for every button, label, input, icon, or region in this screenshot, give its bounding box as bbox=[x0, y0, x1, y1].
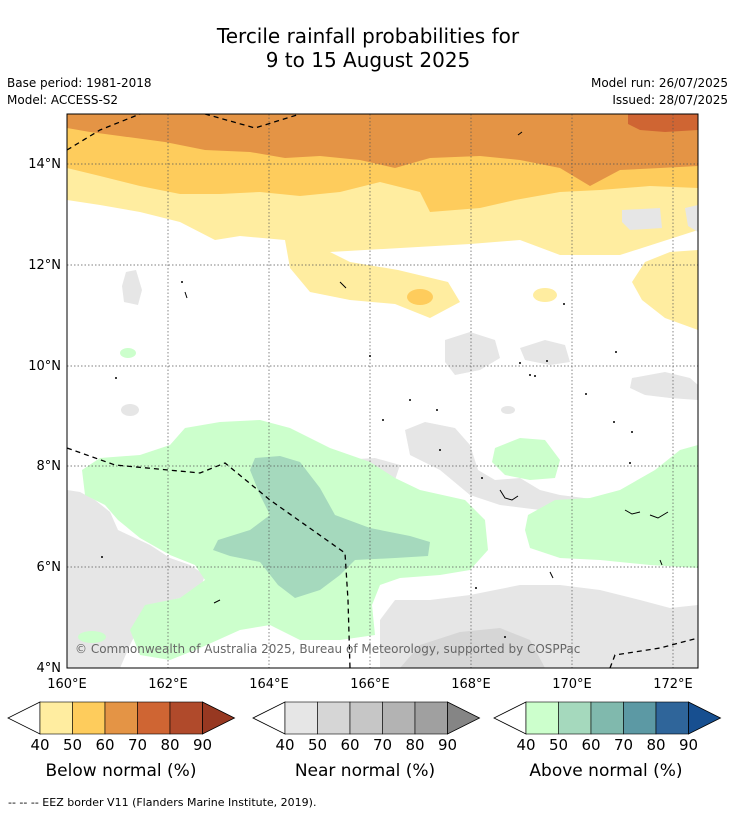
y-tick-label: 14°N bbox=[28, 157, 61, 172]
colorbar-tick-label: 50 bbox=[308, 736, 327, 754]
colorbar-label-below: Below normal (%) bbox=[45, 761, 197, 781]
near-normal-west-region bbox=[67, 490, 205, 668]
colorbar-tick-label: 70 bbox=[614, 736, 633, 754]
gridlines bbox=[67, 114, 698, 668]
base-period: Base period: 1981-2018 bbox=[7, 76, 152, 90]
colorbar-tick-label: 90 bbox=[438, 736, 457, 754]
above-normal-small-patch bbox=[120, 348, 136, 358]
map-plot-area bbox=[67, 114, 698, 668]
x-tick-label: 170°E bbox=[552, 677, 592, 692]
title-line-2: 9 to 15 August 2025 bbox=[265, 48, 471, 72]
colorbar-swatch bbox=[169, 701, 203, 735]
colorbar-swatch bbox=[39, 701, 73, 735]
colorbar-tick-label: 50 bbox=[63, 736, 82, 754]
y-tick-label: 8°N bbox=[37, 459, 62, 474]
colorbar-tick-label: 80 bbox=[160, 736, 179, 754]
near-normal-north-region bbox=[445, 332, 500, 375]
colorbar-tick-label: 60 bbox=[95, 736, 114, 754]
x-tick-label: 168°E bbox=[451, 677, 491, 692]
x-tick-label: 164°E bbox=[249, 677, 289, 692]
colorbar-swatch bbox=[525, 701, 559, 735]
copyright-text: © Commonwealth of Australia 2025, Bureau… bbox=[75, 642, 580, 656]
colorbar-label-above: Above normal (%) bbox=[529, 761, 683, 781]
colorbar-tick-label: 60 bbox=[340, 736, 359, 754]
colorbar-swatch bbox=[284, 701, 318, 735]
above-normal-50-region bbox=[213, 456, 430, 598]
y-tick-label: 4°N bbox=[37, 661, 62, 676]
near-normal-tiny-patch bbox=[501, 406, 515, 414]
model-name: Model: ACCESS-S2 bbox=[7, 93, 119, 107]
near-normal-ne-region bbox=[622, 208, 662, 230]
x-tick-label: 172°E bbox=[653, 677, 693, 692]
x-tick-label: 162°E bbox=[148, 677, 188, 692]
island-dots bbox=[101, 281, 633, 638]
colorbar-min-arrow bbox=[493, 701, 527, 735]
y-tick-label: 6°N bbox=[37, 560, 62, 575]
colorbar-tick-label: 40 bbox=[30, 736, 49, 754]
colorbar-max-arrow bbox=[202, 701, 236, 735]
below-normal-50-patch bbox=[407, 289, 433, 305]
colorbar-swatch bbox=[137, 701, 171, 735]
y-tick-label: 12°N bbox=[28, 258, 61, 273]
below-normal-60-region bbox=[67, 114, 698, 186]
colorbar-swatch bbox=[104, 701, 138, 735]
colorbar-tick-label: 40 bbox=[275, 736, 294, 754]
model-run: Model run: 26/07/2025 bbox=[590, 76, 728, 90]
colorbar-tick-label: 60 bbox=[581, 736, 600, 754]
colorbar-tick-label: 70 bbox=[128, 736, 147, 754]
near-normal-north-region-2 bbox=[520, 340, 570, 365]
colorbar-tick-label: 80 bbox=[405, 736, 424, 754]
colorbar-swatch bbox=[623, 701, 657, 735]
below-normal-70-region bbox=[628, 114, 698, 132]
colorbar-max-arrow bbox=[447, 701, 481, 735]
above-normal-east-region bbox=[525, 445, 698, 568]
near-normal-east-region bbox=[630, 372, 698, 400]
colorbar-swatch bbox=[382, 701, 416, 735]
eez-borders bbox=[67, 114, 698, 668]
colorbar-swatch bbox=[349, 701, 383, 735]
colorbar-tick-label: 90 bbox=[679, 736, 698, 754]
probability-map: © Commonwealth of Australia 2025, Bureau… bbox=[7, 113, 722, 754]
colorbar-swatch bbox=[72, 701, 106, 735]
near-normal-wpatch bbox=[122, 270, 142, 305]
colorbar-tick-label: 80 bbox=[646, 736, 665, 754]
above-normal-sw-patch bbox=[78, 631, 106, 643]
colorbar-swatch bbox=[655, 701, 689, 735]
colorbar-tick-label: 90 bbox=[193, 736, 212, 754]
above-normal-ne-region bbox=[492, 438, 560, 480]
colorbar-tick-label: 70 bbox=[373, 736, 392, 754]
colorbar-legends: 40 50 60 70 80 90 40 50 60 70 80 90 40 50 60 70 80 90 bbox=[7, 701, 722, 754]
x-tick-label: 166°E bbox=[350, 677, 390, 692]
colorbar-swatch bbox=[317, 701, 351, 735]
title-line-1: Tercile rainfall probabilities for bbox=[216, 24, 520, 48]
colorbar-swatch bbox=[414, 701, 448, 735]
colorbar-label-near: Near normal (%) bbox=[294, 761, 436, 781]
island-outlines bbox=[184, 131, 669, 604]
colorbar-swatch bbox=[590, 701, 624, 735]
near-normal-mid-region bbox=[405, 422, 620, 512]
eez-footnote: -- -- -- EEZ border V11 (Flanders Marine… bbox=[8, 796, 317, 809]
issued-date: Issued: 28/07/2025 bbox=[612, 93, 728, 107]
y-tick-label: 10°N bbox=[28, 359, 61, 374]
x-tick-label: 160°E bbox=[47, 677, 87, 692]
below-normal-40-patch bbox=[533, 288, 557, 302]
colorbar-tick-label: 40 bbox=[516, 736, 535, 754]
near-normal-small-patch bbox=[121, 404, 139, 416]
map-frame bbox=[66, 113, 699, 669]
colorbar-min-arrow bbox=[252, 701, 286, 735]
near-normal-ne-region-2 bbox=[685, 205, 698, 232]
near-normal-south-50-region bbox=[400, 628, 545, 668]
colorbar-tick-label: 50 bbox=[549, 736, 568, 754]
colorbar-max-arrow bbox=[688, 701, 722, 735]
colorbar-min-arrow bbox=[7, 701, 41, 735]
colorbar-swatch bbox=[558, 701, 592, 735]
